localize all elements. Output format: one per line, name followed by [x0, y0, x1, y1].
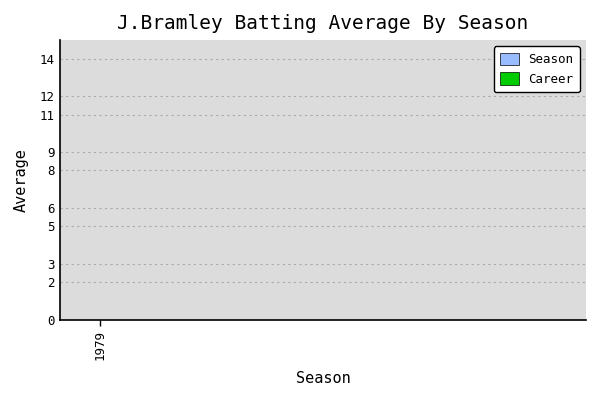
Title: J.Bramley Batting Average By Season: J.Bramley Batting Average By Season — [118, 14, 529, 33]
X-axis label: Season: Season — [296, 371, 350, 386]
Legend: Season, Career: Season, Career — [494, 46, 580, 92]
Y-axis label: Average: Average — [14, 148, 29, 212]
